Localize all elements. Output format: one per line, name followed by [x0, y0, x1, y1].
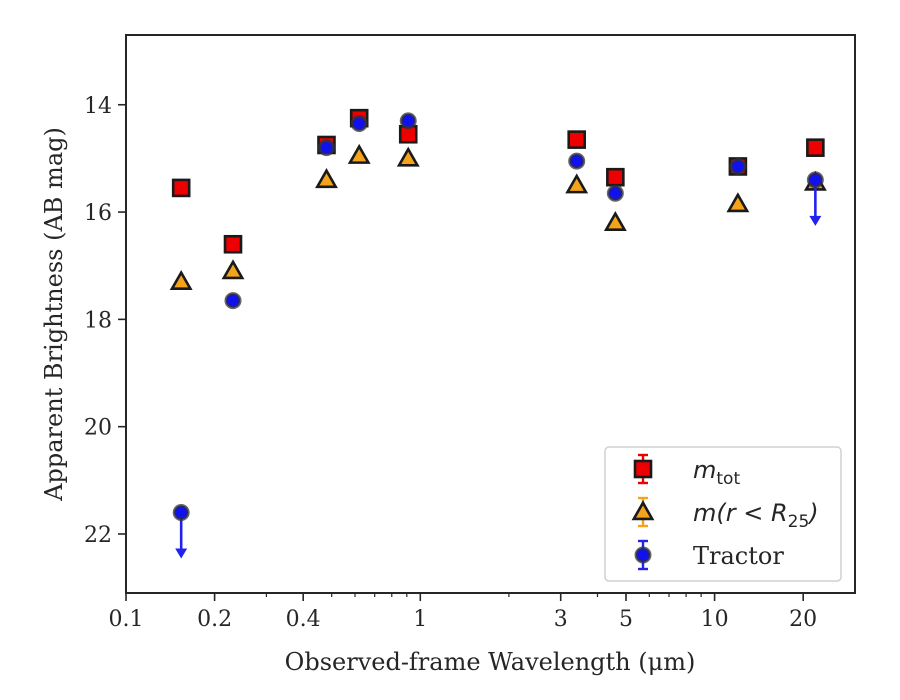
legend: mtot m(r < R25) Tractor [604, 446, 842, 582]
data-point [606, 184, 624, 202]
x-tick-label: 1 [413, 607, 427, 632]
data-point [221, 259, 245, 280]
data-point [568, 152, 586, 170]
data-point [350, 115, 368, 133]
data-point [567, 130, 587, 149]
data-point [172, 504, 190, 522]
y-tick-label: 14 [84, 94, 112, 119]
x-tick-label: 10 [701, 607, 729, 632]
upper-limit-arrowhead [175, 548, 188, 559]
data-point [396, 146, 420, 167]
data-point [603, 210, 627, 231]
data-point [171, 178, 191, 198]
legend-label: mtot [693, 456, 740, 489]
legend-label: Tractor [693, 542, 784, 570]
series-circle [172, 112, 824, 559]
data-point [729, 157, 747, 175]
x-tick-label: 5 [619, 607, 633, 632]
data-point [806, 171, 824, 189]
y-tick-label: 22 [84, 523, 112, 548]
data-point [606, 167, 625, 187]
y-tick-label: 20 [84, 416, 112, 441]
legend-box [604, 446, 842, 582]
data-point [223, 234, 243, 254]
data-point [224, 292, 242, 310]
data-point [315, 168, 338, 189]
x-tick-label: 0.2 [197, 607, 232, 632]
y-tick-label: 16 [84, 201, 112, 226]
x-tick-label: 20 [789, 607, 817, 632]
data-point [347, 143, 371, 164]
x-tick-label: 0.4 [286, 607, 321, 632]
data-point [726, 192, 750, 213]
data-point [399, 112, 417, 130]
plot-frame [125, 34, 856, 594]
legend-marker [633, 459, 653, 479]
data-point [317, 139, 335, 157]
data-point [565, 173, 589, 194]
upper-limit-arrowhead [809, 215, 822, 226]
x-tick-label: 3 [554, 607, 568, 632]
legend-marker [634, 546, 652, 564]
x-axis-label: Observed-frame Wavelength (μm) [285, 648, 696, 676]
x-axis: 0.1 0.2 0.4 1 3 5 10 20 [109, 593, 817, 632]
plot-marks [169, 108, 827, 559]
legend-marker [631, 500, 655, 521]
data-point [806, 138, 825, 157]
data-point [169, 269, 193, 291]
series-triangle [169, 143, 827, 291]
series-square [171, 108, 825, 254]
y-tick-label: 18 [84, 308, 112, 333]
y-axis: 14 16 18 20 22 [84, 94, 126, 548]
legend-label: m(r < R25) [693, 499, 819, 532]
x-tick-label: 0.1 [109, 607, 144, 632]
y-axis-label: Apparent Brightness (AB mag) [40, 127, 68, 502]
